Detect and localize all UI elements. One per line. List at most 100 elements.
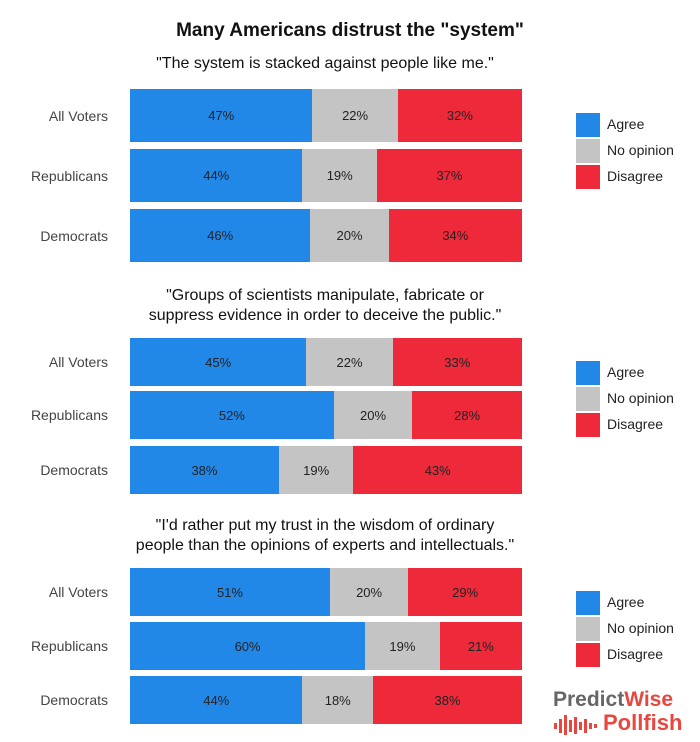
bar-segment-no-opinion: 18% <box>302 676 374 724</box>
legend-item-disagree: Disagree <box>576 413 700 437</box>
legend-label: Disagree <box>607 646 664 662</box>
chart-subtitle-line: suppress evidence in order to deceive th… <box>148 307 502 324</box>
data-label: 28% <box>454 407 481 423</box>
chart-subtitle-line: "Groups of scientists manipulate, fabric… <box>166 287 484 304</box>
legend-item-no-opinion: No opinion <box>576 139 700 163</box>
category-label: Republicans <box>30 167 108 184</box>
chart-subtitle-line: "The system is stacked against people li… <box>156 55 494 72</box>
bar-segment-agree: 44% <box>130 676 303 724</box>
legend-item-agree: Agree <box>576 591 700 615</box>
data-label: 51% <box>216 584 243 600</box>
data-label: 52% <box>218 407 245 423</box>
bar-segment-disagree: 21% <box>439 622 522 670</box>
legend-swatch <box>576 387 600 411</box>
data-label: 44% <box>203 168 230 183</box>
bar-segment-agree: 44% <box>130 149 303 202</box>
stacked-bar-row: 44% 18% 38% <box>130 676 522 724</box>
data-label: 19% <box>326 168 353 183</box>
legend-label: No opinion <box>607 142 674 158</box>
bar-segment-no-opinion: 20% <box>310 209 389 262</box>
legend-item-disagree: Disagree <box>576 165 700 189</box>
category-label: Democrats <box>40 462 108 478</box>
bar-segment-agree: 45% <box>130 338 307 386</box>
chart-subtitle-line: people than the opinions of experts and … <box>135 537 515 554</box>
legend-label: Agree <box>607 116 645 132</box>
data-label: 19% <box>389 638 416 654</box>
bar-segment-agree: 47% <box>130 89 313 142</box>
bar-segment-agree: 46% <box>130 209 311 262</box>
stacked-bar-row: 38% 19% 43% <box>130 446 522 494</box>
bar-segment-no-opinion: 22% <box>312 89 398 142</box>
pollfish-waveform-icon <box>554 715 597 735</box>
bar-segment-disagree: 37% <box>376 149 522 202</box>
bar-segment-agree: 51% <box>130 568 330 616</box>
stacked-bar-row: 44% 19% 37% <box>130 149 522 202</box>
legend-swatch <box>576 591 600 615</box>
legend-item-no-opinion: No opinion <box>576 617 700 641</box>
bar-segment-disagree: 28% <box>412 391 522 439</box>
predictwise-pollfish-logo: PredictWise Pollfish <box>553 688 698 738</box>
data-label: 38% <box>434 692 461 708</box>
legend-swatch <box>576 113 600 137</box>
bar-segment-no-opinion: 19% <box>302 149 377 202</box>
data-label: 38% <box>191 462 218 478</box>
legend-label: No opinion <box>607 390 674 406</box>
category-label: All Voters <box>48 107 108 124</box>
legend-label: No opinion <box>607 620 674 636</box>
data-label: 29% <box>452 584 479 600</box>
bar-segment-no-opinion: 19% <box>278 446 354 494</box>
predictwise-wordmark: PredictWise <box>553 688 674 711</box>
chart-title: Many Americans distrust the "system" <box>176 20 524 41</box>
data-label: 22% <box>336 354 363 370</box>
data-label: 37% <box>436 168 463 183</box>
pollfish-wordmark: Pollfish <box>603 710 683 735</box>
legend-item-disagree: Disagree <box>576 643 700 667</box>
chart-subtitle-line: "I'd rather put my trust in the wisdom o… <box>155 517 495 534</box>
legend-label: Disagree <box>607 416 664 432</box>
stacked-bar-row: 46% 20% 34% <box>130 209 522 262</box>
stacked-bar-row: 51% 20% 29% <box>130 568 522 616</box>
legend-item-agree: Agree <box>576 113 700 137</box>
legend-swatch <box>576 361 600 385</box>
bar-segment-disagree: 43% <box>353 446 522 494</box>
legend-label: Disagree <box>607 168 664 184</box>
legend-item-no-opinion: No opinion <box>576 387 700 411</box>
bar-segment-agree: 60% <box>130 622 366 670</box>
bar-segment-no-opinion: 20% <box>329 568 409 616</box>
data-label: 21% <box>467 638 494 654</box>
data-label: 32% <box>446 108 473 123</box>
data-label: 19% <box>303 462 330 478</box>
bar-segment-disagree: 33% <box>392 338 522 386</box>
chart-subtitle: "The system is stacked against people li… <box>125 54 525 74</box>
data-label: 22% <box>342 108 369 123</box>
bar-segment-disagree: 29% <box>408 568 522 616</box>
data-label: 20% <box>356 584 383 600</box>
bar-segment-no-opinion: 20% <box>333 391 413 439</box>
data-label: 34% <box>442 228 469 243</box>
bar-segment-agree: 52% <box>130 391 334 439</box>
legend-label: Agree <box>607 594 645 610</box>
bar-segment-disagree: 34% <box>388 209 522 262</box>
legend-swatch <box>576 643 600 667</box>
stacked-bar-row: 60% 19% 21% <box>130 622 522 670</box>
legend-swatch <box>576 165 600 189</box>
legend-item-agree: Agree <box>576 361 700 385</box>
data-label: 44% <box>203 692 230 708</box>
category-label: All Voters <box>48 584 108 600</box>
legend-swatch <box>576 617 600 641</box>
chart-subtitle: "I'd rather put my trust in the wisdom o… <box>125 516 525 556</box>
chart-subtitle: "Groups of scientists manipulate, fabric… <box>125 286 525 326</box>
stacked-bar-row: 52% 20% 28% <box>130 391 522 439</box>
data-label: 20% <box>336 228 363 243</box>
bar-segment-disagree: 38% <box>373 676 522 724</box>
bar-segment-agree: 38% <box>130 446 279 494</box>
bar-segment-disagree: 32% <box>397 89 522 142</box>
data-label: 60% <box>234 638 261 654</box>
data-label: 18% <box>324 692 351 708</box>
data-label: 43% <box>424 462 451 478</box>
category-label: Republicans <box>30 407 108 423</box>
bar-segment-no-opinion: 22% <box>306 338 393 386</box>
category-label: Democrats <box>40 227 108 244</box>
legend-swatch <box>576 139 600 163</box>
data-label: 46% <box>207 228 234 243</box>
